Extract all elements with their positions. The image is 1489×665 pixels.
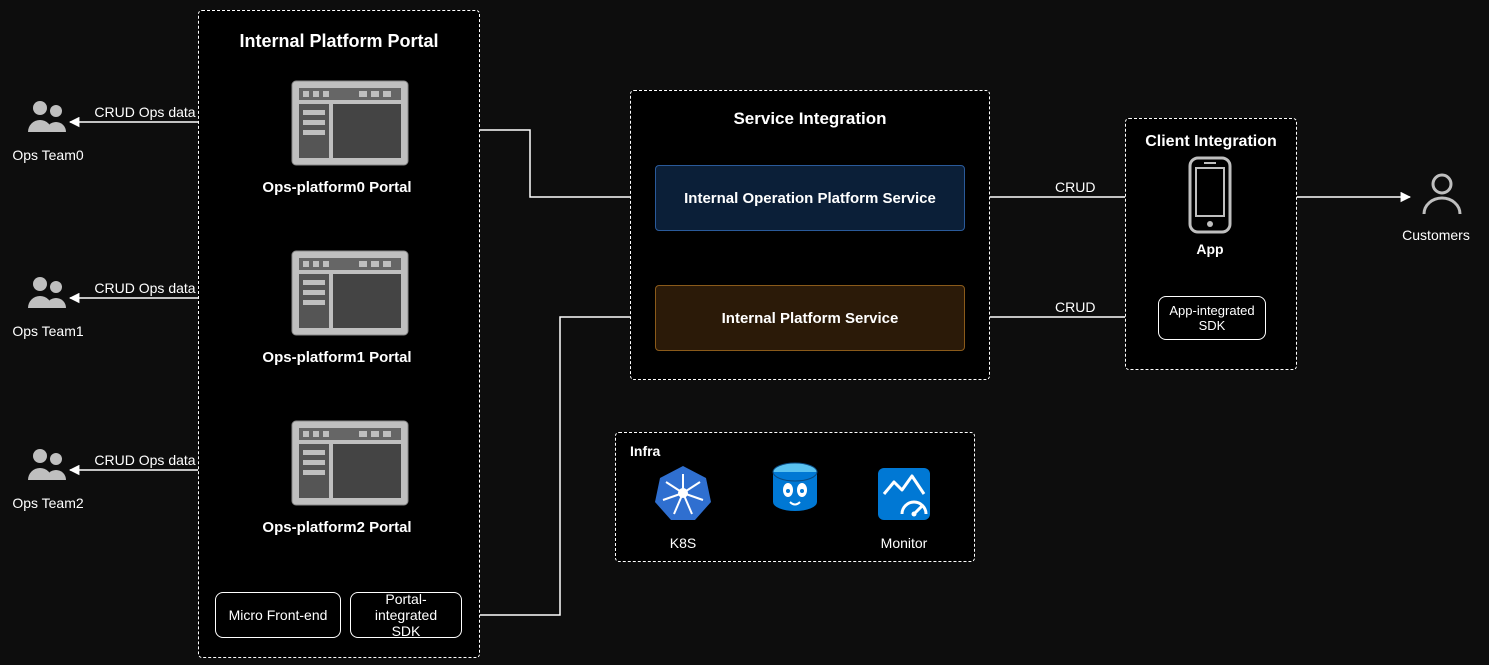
app-node: App: [1184, 156, 1236, 257]
portal-0: Ops-platform0 Portal: [278, 80, 422, 196]
users-icon: [22, 446, 74, 486]
ops-platform-service: Internal Operation Platform Service: [655, 165, 965, 231]
infra-k8s: K8S: [652, 462, 714, 551]
infra-group-title: Infra: [630, 443, 660, 459]
portal-1-label: Ops-platform1 Portal: [252, 349, 422, 366]
portal-1: Ops-platform1 Portal: [278, 250, 422, 366]
client-group-title: Client Integration: [1126, 133, 1296, 151]
ops-team-0-label: Ops Team0: [12, 147, 84, 163]
ops-team-0: Ops Team0: [12, 98, 84, 163]
infra-monitor-label: Monitor: [874, 535, 934, 551]
infra-k8s-label: K8S: [652, 535, 714, 551]
platform-service-label: Internal Platform Service: [722, 310, 899, 327]
portal-2: Ops-platform2 Portal: [278, 420, 422, 536]
browser-window-icon: [291, 420, 409, 506]
ops-team-2-label: Ops Team2: [12, 495, 84, 511]
micro-frontend-box: Micro Front-end: [215, 592, 341, 638]
users-icon: [22, 274, 74, 314]
app-label: App: [1184, 241, 1236, 257]
portal-sdk-box: Portal-integrated SDK: [350, 592, 462, 638]
kubernetes-icon: [652, 462, 714, 524]
edge-label-crud-ops-0: CRUD Ops data: [90, 104, 200, 120]
monitor-icon: [874, 464, 934, 524]
app-sdk-box: App-integrated SDK: [1158, 296, 1266, 340]
service-group-title: Service Integration: [631, 109, 989, 129]
ops-team-2: Ops Team2: [12, 446, 84, 511]
portal-group-title: Internal Platform Portal: [199, 31, 479, 52]
edge-label-crud-ops-2: CRUD Ops data: [90, 452, 200, 468]
browser-window-icon: [291, 250, 409, 336]
users-icon: [22, 98, 74, 138]
ops-platform-service-label: Internal Operation Platform Service: [684, 190, 936, 207]
portal-0-label: Ops-platform0 Portal: [252, 179, 422, 196]
ops-team-1-label: Ops Team1: [12, 323, 84, 339]
infra-db: [766, 460, 824, 535]
portal-2-label: Ops-platform2 Portal: [252, 519, 422, 536]
mobile-app-icon: [1184, 156, 1236, 234]
platform-service: Internal Platform Service: [655, 285, 965, 351]
customers-label: Customers: [1401, 227, 1471, 243]
browser-window-icon: [291, 80, 409, 166]
user-icon: [1418, 170, 1466, 218]
database-icon: [766, 460, 824, 524]
edge-label-crud-1: CRUD: [1055, 299, 1095, 315]
infra-monitor: Monitor: [874, 464, 934, 551]
customers-node: Customers: [1412, 170, 1471, 243]
ops-team-1: Ops Team1: [12, 274, 84, 339]
edge-label-crud-0: CRUD: [1055, 179, 1095, 195]
edge-label-crud-ops-1: CRUD Ops data: [90, 280, 200, 296]
